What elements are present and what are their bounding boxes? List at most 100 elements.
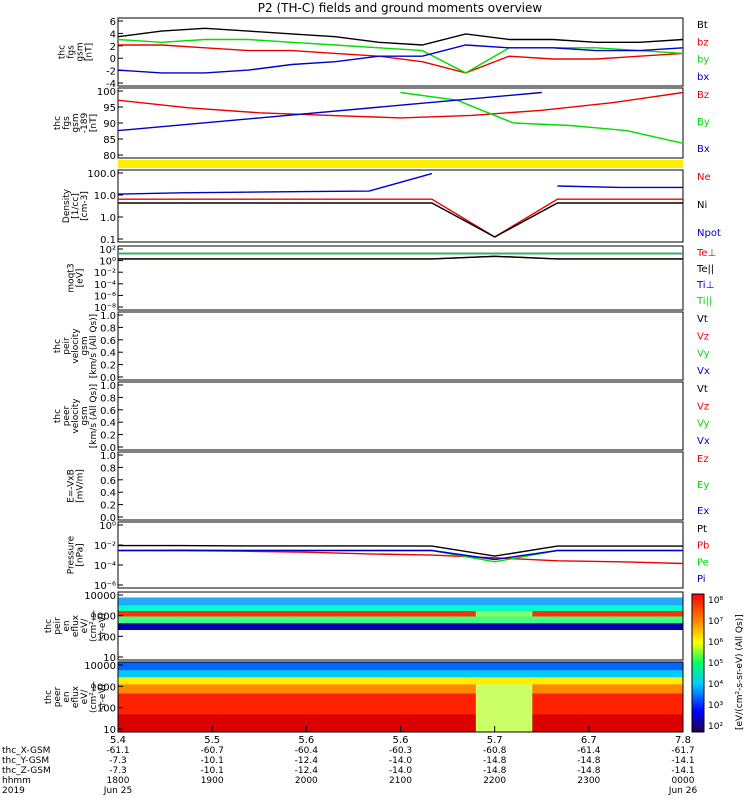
spectrogram-cell [127, 677, 138, 685]
spectrogram-cell [626, 670, 637, 678]
spectrogram-cell [278, 611, 288, 617]
y-axis-label-line: fgs [62, 116, 72, 130]
axis-row-value: -14.8 [483, 766, 507, 776]
spectrogram-cell [193, 623, 204, 631]
y-tick-label: 0.0 [100, 443, 116, 454]
spectrogram-cell [409, 605, 420, 612]
spectrogram-cell [664, 670, 675, 678]
spectrogram-cell [645, 611, 656, 617]
spectrogram-cell [466, 616, 477, 624]
spectrogram-cell [522, 611, 533, 617]
axis-row-value: -61.4 [577, 746, 601, 756]
spectrogram-cell [466, 605, 477, 612]
axis-row-value: Jun 26 [668, 786, 698, 796]
spectrogram-cell [193, 605, 204, 612]
spectrogram-cell [541, 623, 552, 631]
y-tick-label: 100.0 [87, 169, 116, 180]
spectrogram-cell [607, 605, 618, 612]
spectrogram-cell [212, 592, 223, 598]
spectrogram-cell [428, 630, 439, 660]
spectrogram-cell [353, 623, 364, 631]
y-axis-label-line: thc [53, 116, 63, 130]
spectrogram-cell [617, 684, 627, 694]
spectrogram-cell [579, 670, 590, 678]
spectrogram-cell [447, 670, 458, 678]
spectrogram-cell [136, 630, 147, 660]
spectrogram-cell [654, 630, 665, 660]
spectrogram-cell [654, 623, 665, 631]
spectrogram-cell [588, 611, 599, 617]
spectrogram-cell [419, 605, 430, 612]
series-line-bx [117, 44, 684, 74]
spectrogram-cell [353, 592, 364, 598]
axis-row-value: 0000 [672, 776, 695, 786]
spectrogram-cell [617, 693, 627, 715]
spectrogram-cell [136, 623, 147, 631]
spectrogram-cell [466, 592, 477, 598]
spectrogram-cell [588, 677, 599, 685]
spectrogram-cell [635, 693, 646, 715]
spectrogram-cell [221, 623, 232, 631]
spectrogram-cell [617, 605, 627, 612]
y-tick-label: 0.4 [100, 348, 116, 359]
axis-row-value: -61.1 [106, 746, 129, 756]
spectrogram-cell [579, 677, 590, 685]
axis-row-value: Jun 25 [103, 786, 132, 796]
spectrogram-cell [212, 605, 223, 612]
spectrogram-cell [494, 693, 505, 715]
spectrogram-cell [287, 616, 298, 624]
spectrogram-cell [466, 597, 477, 606]
spectrogram-cell [381, 693, 392, 715]
spectrogram-cell [673, 597, 684, 606]
spectrogram-cell [664, 630, 675, 660]
x-tick-label: 5.7 [487, 735, 503, 746]
spectrogram-cell [165, 616, 175, 624]
spectrogram-cell [607, 630, 618, 660]
spectrogram-cell [381, 670, 392, 678]
spectrogram-cell [325, 677, 336, 685]
y-tick-label: 10 [103, 725, 116, 736]
spectrogram-cell [579, 684, 590, 694]
spectrogram-cell [221, 630, 232, 660]
spectrogram-cell [325, 684, 336, 694]
axis-row-value: -61.7 [671, 746, 694, 756]
spectrogram-cell [296, 714, 307, 732]
panel-frame [117, 245, 684, 311]
spectrogram-cell [249, 677, 260, 685]
spectrogram-cell [513, 623, 524, 631]
spectrogram-cell [409, 693, 420, 715]
spectrogram-cell [579, 662, 590, 671]
spectrogram-cell [466, 630, 477, 660]
spectrogram-cell [513, 605, 524, 612]
spectrogram-cell [381, 616, 392, 624]
spectrogram-cell [428, 662, 439, 671]
spectrogram-cell [664, 662, 675, 671]
spectrogram-cell [428, 616, 439, 624]
spectrogram-cell [146, 616, 157, 624]
spectrogram-cell [570, 662, 580, 671]
spectrogram-cell [183, 616, 194, 624]
spectrogram-cell [504, 714, 514, 732]
spectrogram-cell [362, 605, 373, 612]
y-axis-label: thc peer en eflux eV/(cm²-s-sr-eV) [44, 681, 108, 713]
spectrogram-cell [626, 630, 637, 660]
spectrogram-cell [278, 592, 288, 598]
spectrogram-cell [513, 684, 524, 694]
spectrogram-cell [570, 677, 580, 685]
spectrogram-cell [447, 630, 458, 660]
y-axis-label: thc peir velocity gsm [km/s (All Qs)] [53, 314, 99, 378]
spectrogram-cell [400, 605, 411, 612]
spectrogram-cell [259, 597, 270, 606]
axis-row-value: -14.8 [577, 766, 601, 776]
spectrogram-cell [607, 677, 618, 685]
spectrogram-cell [118, 714, 128, 732]
spectrogram-cell [231, 616, 241, 624]
spectrogram-cell [155, 597, 166, 606]
spectrogram-cell [221, 684, 232, 694]
spectrogram-cell [344, 616, 354, 624]
spectrogram-cell [485, 714, 496, 732]
spectrogram-cell [146, 670, 157, 678]
spectrogram-cell [118, 611, 128, 617]
spectrogram-cell [551, 693, 562, 715]
